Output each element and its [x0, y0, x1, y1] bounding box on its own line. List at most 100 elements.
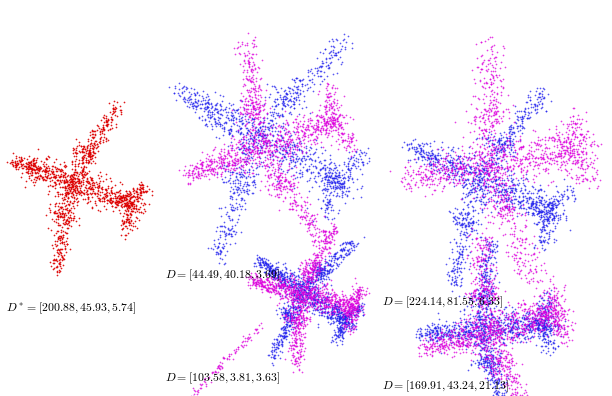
Point — [201, 106, 211, 112]
Point — [504, 192, 514, 198]
Point — [296, 299, 306, 305]
Point — [480, 356, 490, 363]
Point — [310, 268, 320, 275]
Point — [341, 112, 351, 118]
Point — [351, 311, 361, 317]
Point — [289, 356, 299, 362]
Point — [299, 288, 308, 295]
Point — [476, 69, 485, 75]
Point — [302, 307, 312, 313]
Point — [471, 172, 481, 179]
Point — [197, 166, 207, 173]
Point — [551, 299, 561, 305]
Point — [305, 143, 315, 150]
Point — [518, 172, 528, 178]
Point — [427, 150, 437, 156]
Point — [575, 180, 584, 186]
Point — [297, 81, 307, 87]
Point — [225, 105, 234, 111]
Point — [243, 151, 253, 158]
Point — [242, 155, 252, 162]
Point — [31, 164, 41, 171]
Point — [476, 185, 485, 191]
Point — [341, 318, 351, 324]
Point — [283, 310, 293, 316]
Point — [301, 217, 311, 224]
Point — [277, 333, 286, 339]
Point — [251, 88, 261, 95]
Point — [345, 184, 354, 190]
Point — [457, 249, 467, 255]
Point — [299, 289, 309, 295]
Point — [322, 196, 332, 202]
Point — [489, 204, 499, 210]
Point — [498, 309, 507, 315]
Point — [500, 151, 510, 158]
Point — [479, 346, 489, 352]
Point — [87, 177, 97, 183]
Point — [319, 122, 329, 128]
Point — [330, 298, 340, 304]
Point — [262, 161, 272, 168]
Point — [567, 175, 577, 181]
Point — [325, 49, 335, 55]
Point — [267, 350, 277, 357]
Point — [58, 173, 68, 180]
Point — [512, 112, 521, 119]
Point — [540, 227, 550, 234]
Point — [483, 323, 493, 329]
Point — [467, 145, 477, 151]
Point — [309, 239, 319, 246]
Point — [70, 183, 80, 189]
Point — [540, 309, 550, 316]
Point — [489, 202, 499, 208]
Point — [316, 257, 326, 263]
Point — [479, 166, 488, 172]
Point — [522, 151, 532, 157]
Point — [499, 368, 509, 375]
Point — [255, 275, 265, 281]
Point — [574, 174, 584, 180]
Point — [499, 189, 509, 195]
Point — [311, 296, 321, 302]
Point — [94, 194, 104, 201]
Point — [129, 204, 138, 211]
Point — [340, 319, 349, 325]
Point — [270, 265, 280, 271]
Point — [129, 205, 138, 211]
Point — [473, 364, 483, 371]
Point — [263, 288, 273, 294]
Point — [236, 158, 245, 164]
Point — [484, 287, 494, 293]
Point — [330, 294, 340, 301]
Point — [303, 279, 313, 285]
Point — [477, 297, 487, 304]
Point — [461, 177, 471, 183]
Point — [308, 291, 318, 298]
Point — [288, 310, 298, 316]
Point — [271, 291, 280, 297]
Point — [481, 261, 491, 267]
Point — [477, 82, 487, 89]
Point — [432, 146, 442, 152]
Point — [83, 198, 93, 205]
Point — [286, 289, 296, 296]
Point — [242, 106, 252, 112]
Point — [322, 183, 332, 189]
Point — [99, 191, 109, 198]
Point — [460, 182, 469, 188]
Point — [243, 282, 253, 288]
Point — [449, 160, 458, 166]
Point — [261, 265, 271, 271]
Point — [253, 106, 263, 112]
Point — [113, 197, 123, 204]
Point — [22, 169, 32, 175]
Point — [218, 123, 228, 129]
Point — [61, 162, 70, 168]
Point — [278, 261, 288, 267]
Point — [258, 159, 268, 165]
Point — [62, 240, 72, 247]
Point — [481, 246, 491, 252]
Point — [453, 259, 463, 266]
Point — [286, 293, 296, 300]
